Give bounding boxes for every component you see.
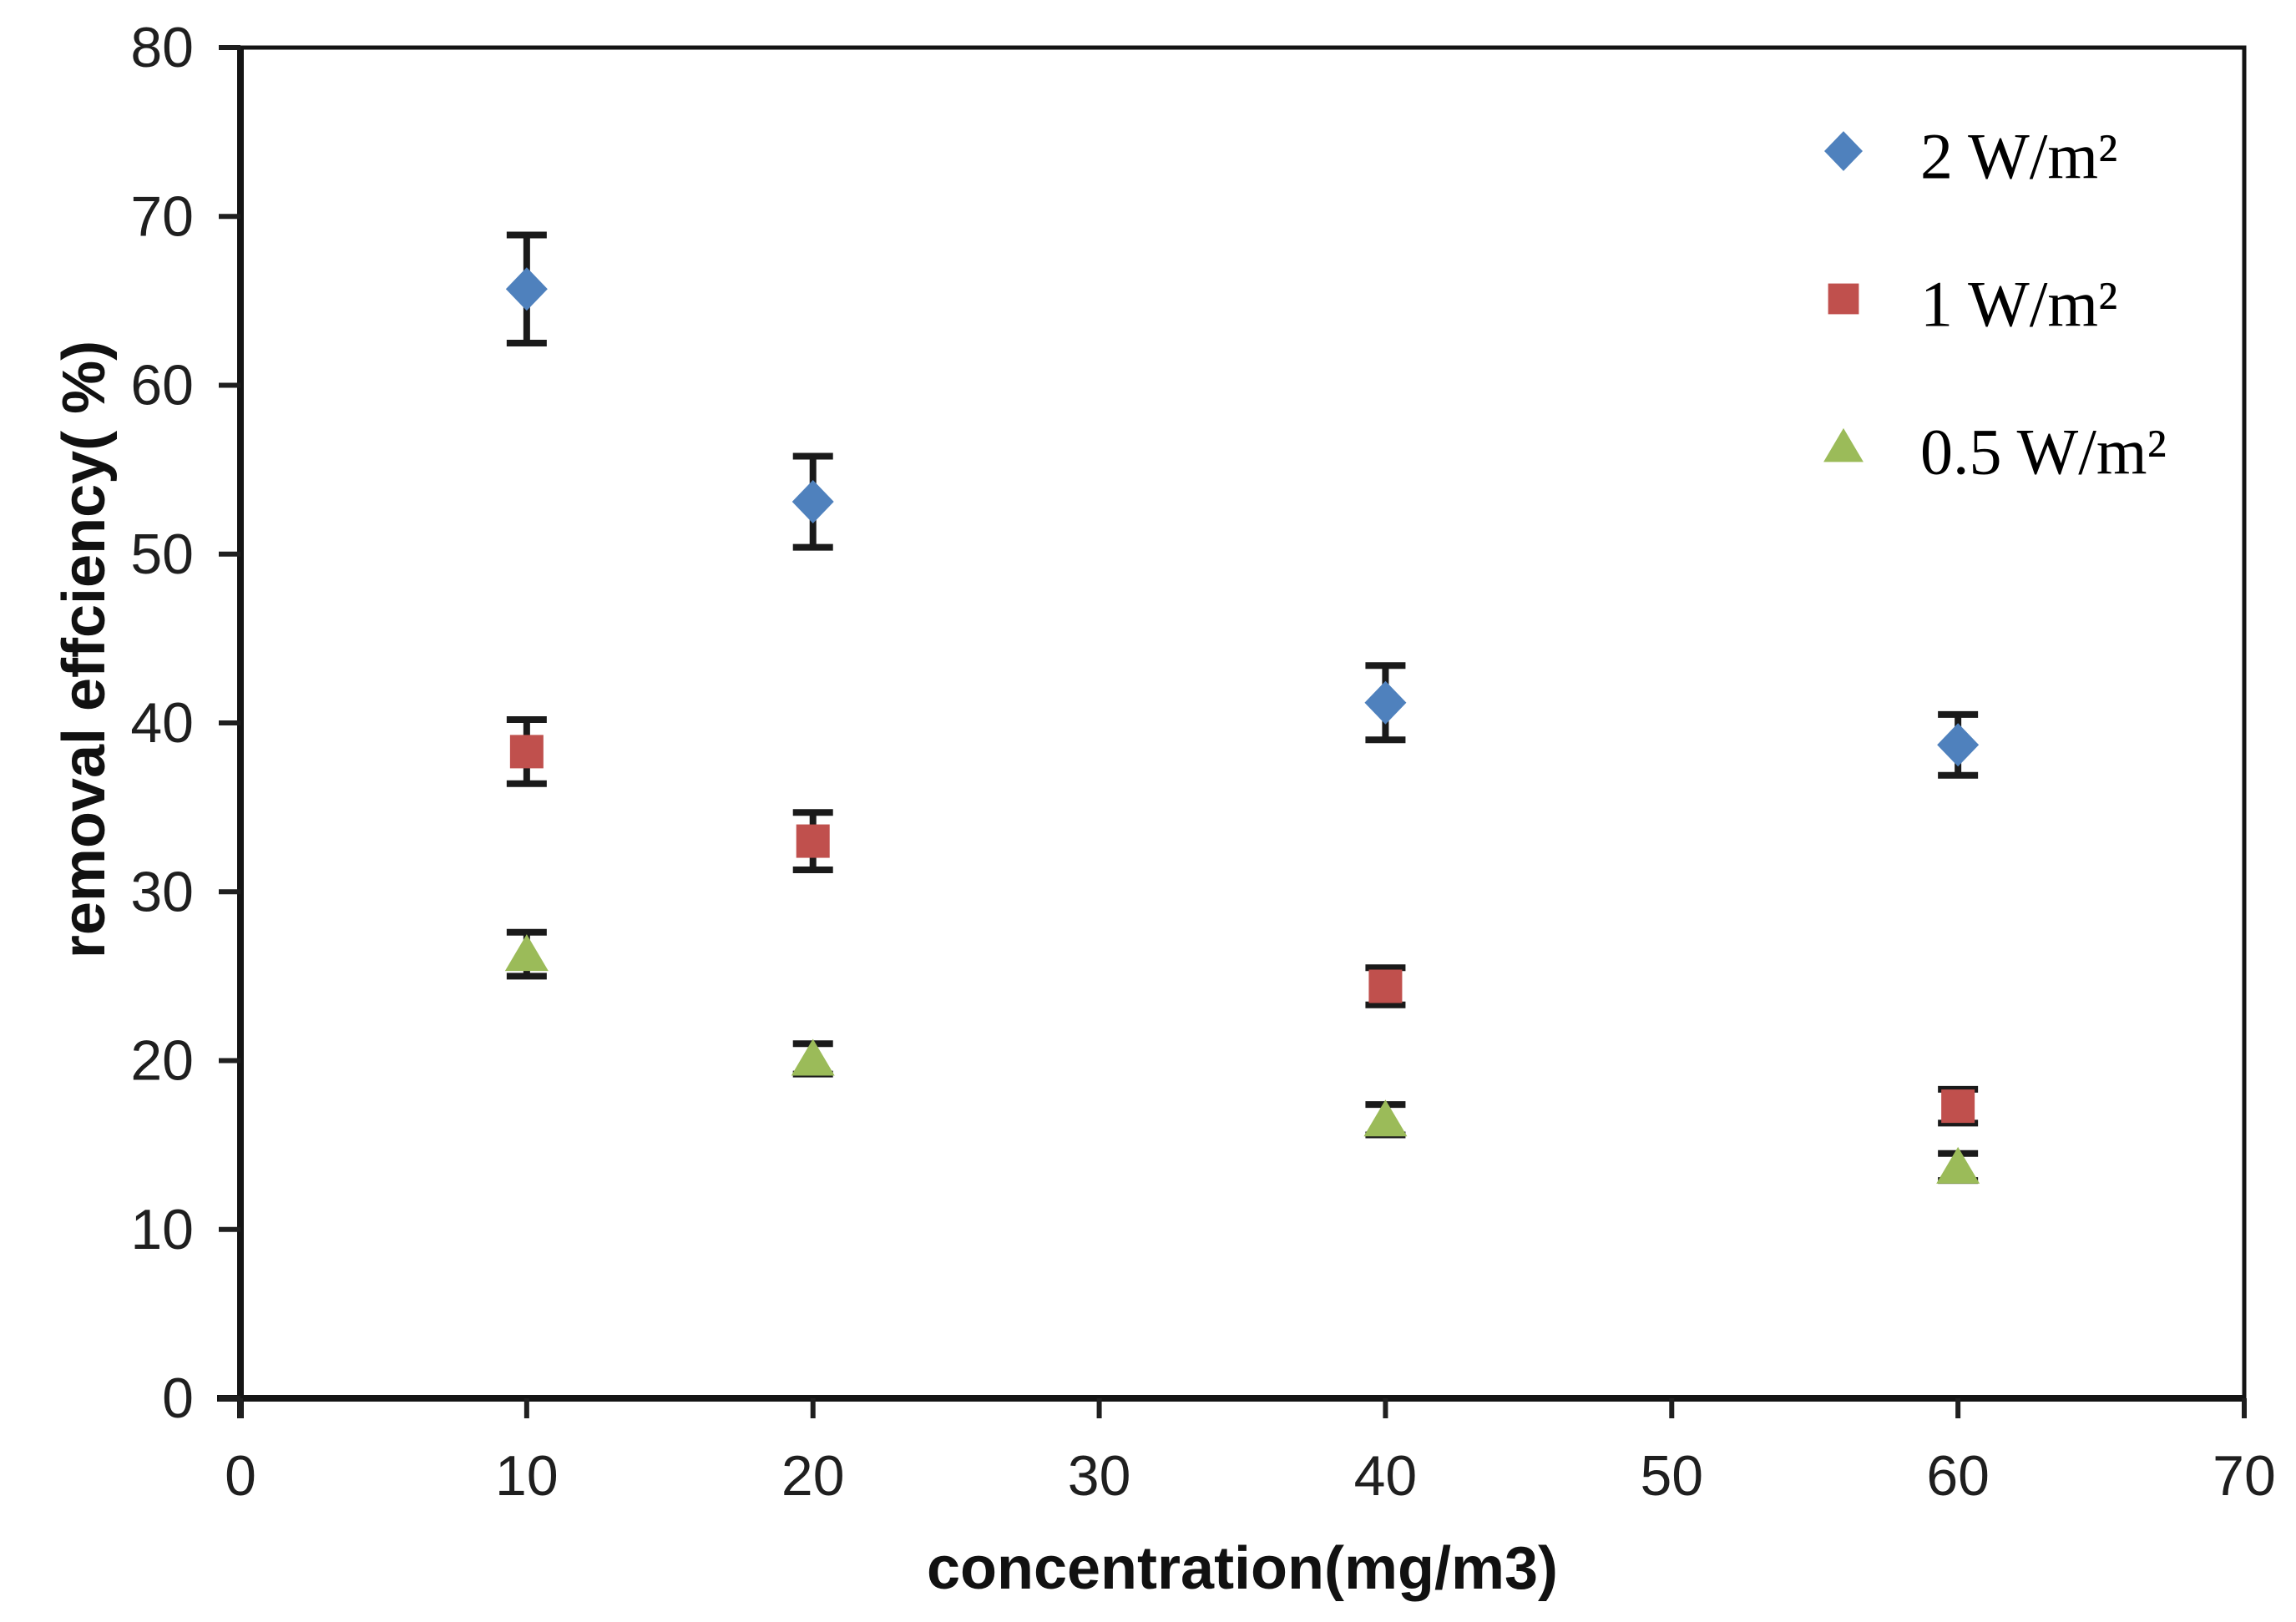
plot-border bbox=[238, 45, 2247, 1401]
data-point-square bbox=[1368, 969, 1403, 1003]
legend-item: 2 W/m² bbox=[1824, 120, 2117, 193]
data-point-square bbox=[509, 735, 544, 769]
y-axis-title: removal effciency( %) bbox=[51, 341, 118, 958]
legend-marker-square bbox=[1828, 283, 1859, 315]
y-tick-label: 30 bbox=[130, 860, 194, 923]
data-point-diamond bbox=[505, 267, 548, 311]
legend-item-label: 0.5 W/m² bbox=[1920, 416, 2167, 488]
data-points-series-1 bbox=[505, 267, 1980, 767]
y-tick-label: 10 bbox=[130, 1198, 194, 1261]
data-point-triangle bbox=[791, 1038, 835, 1076]
data-point-diamond bbox=[1937, 723, 1980, 767]
x-axis-title: concentration(mg/m3) bbox=[927, 1535, 1558, 1602]
y-tick-label: 50 bbox=[130, 523, 194, 586]
legend-item-label: 2 W/m² bbox=[1920, 120, 2117, 193]
data-point-triangle bbox=[1936, 1146, 1980, 1184]
y-tick-label: 80 bbox=[130, 16, 194, 79]
x-tick-label: 30 bbox=[1068, 1444, 1131, 1508]
x-tick-label: 0 bbox=[225, 1444, 256, 1508]
error-bars-series-3 bbox=[506, 928, 1979, 1185]
legend-item: 0.5 W/m² bbox=[1823, 416, 2167, 488]
x-tick-label: 10 bbox=[495, 1444, 559, 1508]
data-point-diamond bbox=[791, 480, 834, 524]
y-tick-label: 0 bbox=[162, 1367, 194, 1430]
data-point-triangle bbox=[504, 934, 549, 972]
data-points-series-2 bbox=[509, 735, 1975, 1124]
y-tick-label: 20 bbox=[130, 1029, 194, 1093]
x-tick-label: 40 bbox=[1354, 1444, 1418, 1508]
legend-marker-triangle bbox=[1823, 427, 1864, 462]
error-bars-series-2 bbox=[506, 715, 1979, 1127]
legend-marker-diamond bbox=[1824, 131, 1863, 171]
data-point-square bbox=[1941, 1089, 1975, 1124]
y-tick-label: 40 bbox=[130, 691, 194, 755]
y-tick-label: 70 bbox=[130, 184, 194, 248]
data-point-triangle bbox=[1363, 1099, 1408, 1137]
x-tick-label: 60 bbox=[1926, 1444, 1990, 1508]
y-tick-label: 60 bbox=[130, 354, 194, 417]
x-tick-label: 20 bbox=[781, 1444, 845, 1508]
x-tick-label: 50 bbox=[1640, 1444, 1703, 1508]
legend-item: 1 W/m² bbox=[1828, 268, 2117, 341]
error-bars-series-1 bbox=[506, 231, 1979, 779]
data-point-diamond bbox=[1364, 680, 1407, 725]
x-tick-label: 70 bbox=[2213, 1444, 2276, 1508]
legend: 2 W/m² 1 W/m² 0.5 W/m² bbox=[1823, 120, 2167, 488]
data-points-series-3 bbox=[504, 934, 1980, 1184]
legend-item-label: 1 W/m² bbox=[1920, 268, 2117, 341]
data-point-square bbox=[796, 824, 830, 858]
plot-area: 0 10 20 30 40 50 60 70 0 10 20 30 40 50 60 70 80 bbox=[130, 16, 2275, 1508]
